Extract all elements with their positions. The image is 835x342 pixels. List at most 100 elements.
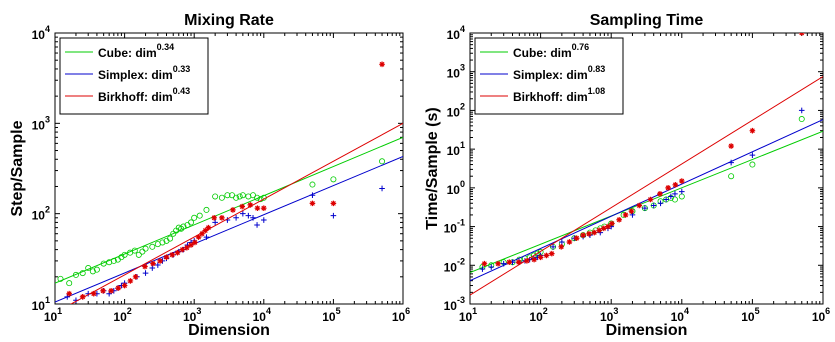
data-point-circle (149, 243, 156, 250)
data-point-circle (224, 192, 231, 199)
data-point-circle (309, 181, 316, 188)
legend-label-name: Cube: dim (513, 46, 572, 60)
data-point-circle (79, 270, 86, 277)
y-tick-label-exponent: 3 (45, 114, 50, 124)
y-tick-label-exponent: 2 (460, 101, 465, 111)
x-tick-label: 102 (113, 306, 131, 324)
data-point-plus (749, 152, 756, 158)
y-tick-label-base: 10 (32, 118, 46, 132)
x-tick-label: 103 (600, 306, 618, 324)
x-tick-label: 102 (529, 306, 547, 324)
series-3 (66, 61, 403, 304)
data-point-star (566, 239, 573, 245)
data-point-star (548, 250, 555, 257)
legend-label-exponent: 0.43 (173, 86, 191, 96)
x-tick-label: 105 (741, 306, 759, 324)
data-point-circle (159, 239, 166, 246)
data-point-plus (142, 270, 149, 276)
series-1 (55, 136, 403, 287)
data-point-star (157, 258, 163, 264)
data-point-circle (239, 192, 246, 199)
x-tick-label-base: 10 (741, 310, 755, 324)
data-point-circle (218, 194, 225, 201)
y-tick-label: 100 (447, 179, 465, 197)
data-point-star (609, 220, 615, 227)
x-tick-label-base: 10 (44, 310, 58, 324)
data-point-star (142, 263, 148, 270)
legend-label: Birkhoff: dim1.08 (513, 86, 605, 104)
data-point-star (628, 208, 635, 214)
data-point-star (108, 288, 114, 294)
tick-marks (469, 32, 824, 305)
x-axis-label: Dimension (606, 322, 688, 339)
data-point-star (254, 205, 261, 211)
data-point-circle (798, 116, 805, 123)
data-point-star (219, 215, 225, 221)
data-point-star (66, 290, 73, 297)
data-point-circle (66, 280, 73, 287)
data-point-star (211, 215, 217, 221)
legend-label-name: Birkhoff: dim (513, 90, 588, 104)
data-point-plus (212, 219, 218, 226)
data-point-circle (379, 158, 386, 165)
y-tick-label-base: 10 (32, 209, 46, 223)
y-axis-label: Time/Sample (s) (424, 107, 441, 229)
data-point-star (672, 181, 679, 188)
data-point-plus (629, 212, 636, 218)
data-point-star (749, 127, 756, 134)
data-point-star (728, 143, 734, 149)
x-tick-label-exponent: 1 (57, 306, 62, 316)
data-point-star (239, 203, 246, 210)
x-tick-label-base: 10 (812, 310, 826, 324)
x-tick-label: 101 (44, 306, 62, 324)
y-tick-label: 104 (32, 24, 50, 42)
data-point-star (586, 231, 592, 237)
data-point-circle (180, 223, 187, 230)
data-point-circle (749, 161, 756, 168)
data-point-star (591, 229, 598, 236)
x-tick-label: 106 (812, 306, 830, 324)
data-point-star (543, 252, 550, 259)
fit-line (470, 130, 823, 273)
data-point-star (115, 285, 122, 291)
legend-label-exponent: 0.76 (572, 42, 590, 52)
legend-box (474, 37, 624, 115)
data-point-plus (106, 290, 112, 297)
data-point-star (184, 244, 190, 251)
x-axis-label: Dimension (188, 322, 270, 339)
data-point-star (199, 230, 205, 237)
y-tick-label: 101 (447, 140, 465, 158)
fit-line (55, 136, 403, 284)
x-tick-label: 104 (253, 306, 271, 324)
data-point-star (481, 260, 488, 267)
data-point-plus (245, 212, 252, 219)
data-point-plus (728, 159, 734, 166)
data-point-star (121, 282, 128, 289)
x-tick-label-exponent: 6 (825, 306, 830, 316)
data-point-plus (798, 107, 805, 114)
data-point-star (261, 205, 267, 211)
data-point-star (537, 254, 544, 261)
data-point-star (205, 224, 212, 231)
data-point-star (647, 196, 654, 203)
data-point-star (192, 239, 198, 246)
y-tick-label-exponent: -3 (457, 295, 465, 305)
data-point-plus (657, 200, 664, 207)
y-tick-label: 103 (447, 63, 465, 81)
data-point-star (679, 178, 685, 184)
data-point-plus (330, 212, 337, 219)
chart-panel-2: 101 102 103 104 105 10610-310-210-11001011021… (424, 12, 830, 339)
data-point-plus (261, 217, 267, 223)
data-point-star (309, 200, 316, 207)
data-point-star (230, 207, 236, 213)
data-point-star (90, 290, 97, 297)
data-point-plus (663, 196, 669, 203)
y-tick-label: 10-3 (444, 295, 465, 313)
chart-title: Mixing Rate (184, 12, 274, 29)
data-point-star (79, 294, 86, 300)
data-point-plus (500, 260, 507, 267)
data-point-plus (642, 205, 648, 211)
data-point-star (636, 202, 643, 209)
y-axis-label: Step/Sample (9, 120, 26, 216)
